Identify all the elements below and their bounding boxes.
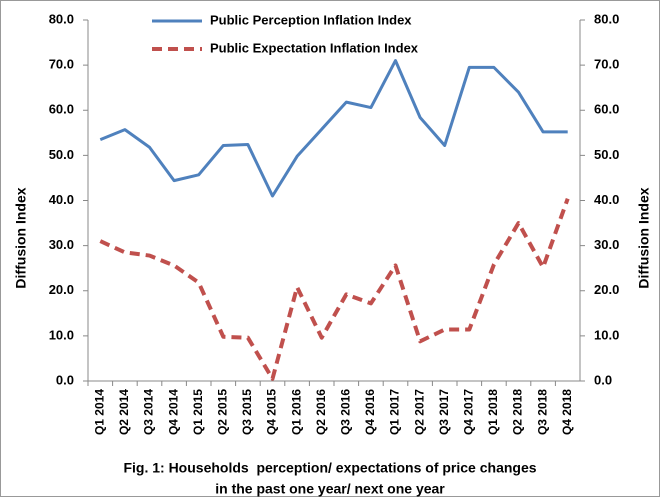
y2-axis-label: Diffusion Index xyxy=(636,187,652,288)
data-line xyxy=(99,198,570,381)
caption: in the past one year/ next one year xyxy=(215,481,445,497)
y-axis-label: Diffusion Index xyxy=(13,187,29,288)
x-tick-label: Q3 2018 xyxy=(535,389,549,435)
data-line xyxy=(99,59,568,198)
x-tick-label: Q4 2016 xyxy=(363,389,377,435)
x-tick-label: Q3 2017 xyxy=(437,389,451,435)
x-tick-label: Q3 2014 xyxy=(142,389,156,435)
y-tick-label: 10.0 xyxy=(49,327,74,342)
y2-tick-label: 20.0 xyxy=(594,282,619,297)
x-tick-label: Q2 2017 xyxy=(412,389,426,435)
y2-tick-label: 50.0 xyxy=(594,147,619,162)
y-tick-label: 70.0 xyxy=(49,57,74,72)
x-tick-label: Q4 2014 xyxy=(166,389,180,435)
x-tick-label: Q4 2018 xyxy=(560,389,574,435)
x-tick-label: Q3 2016 xyxy=(338,389,352,435)
x-tick-label: Q1 2015 xyxy=(191,389,205,435)
x-tick-label: Q1 2017 xyxy=(388,389,402,435)
y2-tick-label: 60.0 xyxy=(594,102,619,117)
y2-tick-label: 70.0 xyxy=(594,57,619,72)
x-tick-label: Q1 2018 xyxy=(486,389,500,435)
y2-tick-label: 30.0 xyxy=(594,237,619,252)
y-tick-label: 50.0 xyxy=(49,147,74,162)
x-tick-label: Q4 2015 xyxy=(265,389,279,435)
y-tick-label: 20.0 xyxy=(49,282,74,297)
x-tick-label: Q2 2014 xyxy=(117,389,131,435)
y2-tick-label: 80.0 xyxy=(594,11,619,26)
x-tick-label: Q2 2015 xyxy=(215,389,229,435)
y2-tick-label: 0.0 xyxy=(594,372,612,387)
y-tick-label: 80.0 xyxy=(49,11,74,26)
x-tick-label: Q3 2015 xyxy=(240,389,254,435)
x-tick-label: Q2 2018 xyxy=(511,389,525,435)
y-tick-label: 30.0 xyxy=(49,237,74,252)
x-tick-label: Q2 2016 xyxy=(314,389,328,435)
y-tick-label: 0.0 xyxy=(56,372,74,387)
y2-tick-label: 40.0 xyxy=(594,192,619,207)
x-tick-label: Q1 2014 xyxy=(92,389,106,435)
legend-label: Public Perception Inflation Index xyxy=(210,12,412,27)
y-tick-label: 40.0 xyxy=(49,192,74,207)
legend-label: Public Expectation Inflation Index xyxy=(210,40,419,55)
y-tick-label: 60.0 xyxy=(49,102,74,117)
y2-tick-label: 10.0 xyxy=(594,327,619,342)
x-tick-label: Q1 2016 xyxy=(289,389,303,435)
x-tick-label: Q4 2017 xyxy=(461,389,475,435)
caption: Fig. 1: Households perception/ expectati… xyxy=(123,460,536,476)
